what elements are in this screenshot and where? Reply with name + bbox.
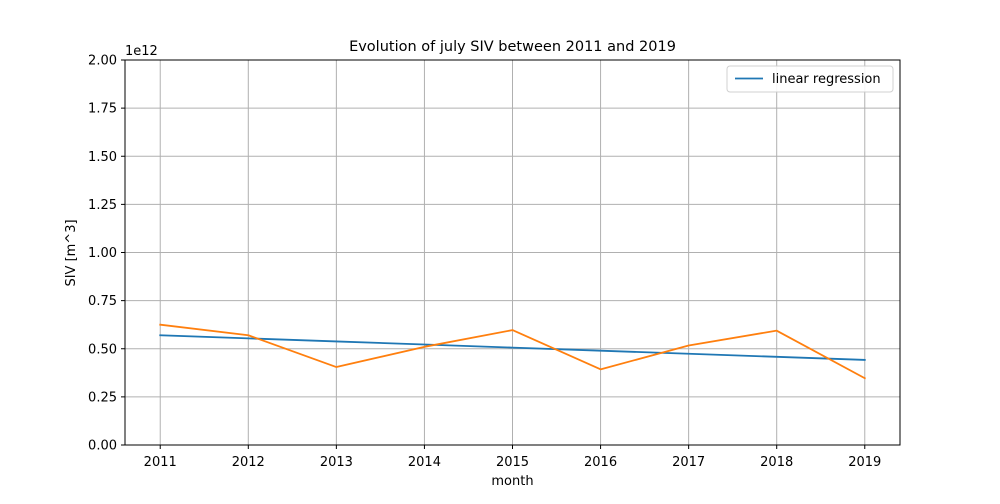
x-axis-label: month (491, 474, 533, 489)
y-tick-label: 1.25 (88, 198, 117, 213)
y-tick-label: 0.00 (88, 439, 117, 454)
y-tick-label: 0.75 (88, 294, 117, 309)
y-axis-offset-label: 1e12 (125, 44, 158, 59)
legend-label-linear-regression: linear regression (772, 72, 881, 87)
x-tick-label: 2011 (144, 455, 177, 470)
y-tick-label: 1.75 (88, 102, 117, 117)
y-tick-label: 1.50 (88, 150, 117, 165)
y-tick-label: 0.25 (88, 390, 117, 405)
y-tick-label: 1.00 (88, 246, 117, 261)
x-tick-label: 2019 (848, 455, 881, 470)
x-tick-label: 2014 (408, 455, 441, 470)
x-tick-label: 2013 (320, 455, 353, 470)
chart-title: Evolution of july SIV between 2011 and 2… (349, 39, 676, 55)
x-tick-label: 2015 (496, 455, 529, 470)
x-tick-label: 2017 (672, 455, 705, 470)
y-axis-label: SIV [m^3] (64, 219, 79, 286)
legend: linear regression (727, 66, 893, 92)
y-tick-label: 2.00 (88, 54, 117, 69)
x-tick-label: 2012 (232, 455, 265, 470)
x-tick-label: 2016 (584, 455, 617, 470)
y-tick-label: 0.50 (88, 342, 117, 357)
x-tick-label: 2018 (760, 455, 793, 470)
